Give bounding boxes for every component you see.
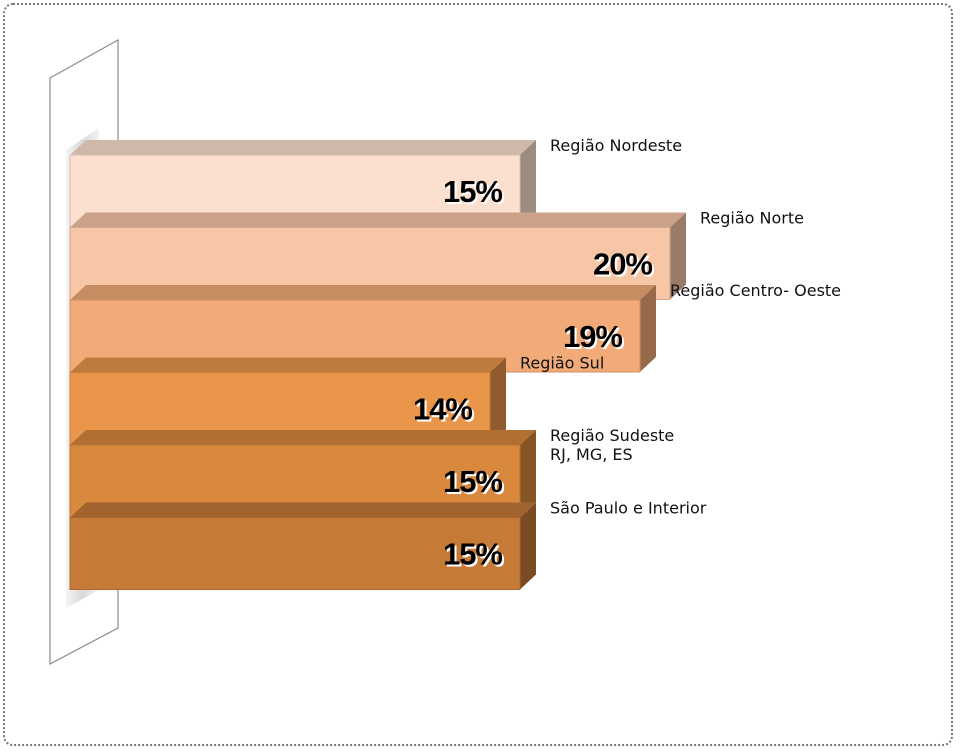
bar-top-face: [70, 212, 686, 228]
value-label: 15%: [443, 174, 502, 209]
category-label-line: Região Sul: [520, 354, 604, 373]
value-label: 15%: [443, 464, 502, 499]
category-label: São Paulo e Interior: [550, 499, 707, 518]
value-label-shadow: 15%: [445, 466, 504, 501]
bar-top-face: [70, 285, 656, 300]
category-label: Região Nordeste: [550, 136, 682, 155]
value-label-shadow: 15%: [445, 176, 504, 211]
chart-frame: [3, 3, 953, 746]
value-label: 19%: [563, 319, 622, 354]
category-label: Região Sul: [520, 354, 604, 373]
category-label: Região Centro- Oeste: [670, 281, 841, 300]
bar-top-face: [70, 430, 536, 445]
bar-side-face: [520, 502, 536, 590]
category-label-line: Região Sudeste: [550, 426, 674, 445]
category-label-line: Região Nordeste: [550, 136, 682, 155]
value-label-shadow: 20%: [595, 249, 654, 284]
value-label-shadow: 19%: [565, 321, 624, 356]
bar-side-face: [640, 285, 656, 372]
bars-layer: [69, 140, 686, 590]
category-label-line: Região Norte: [700, 209, 804, 228]
category-label: Região Norte: [700, 209, 804, 228]
bar-2: [69, 212, 686, 300]
bar-front-face: [69, 517, 521, 590]
category-label-line: São Paulo e Interior: [550, 499, 707, 518]
category-label-line: Região Centro- Oeste: [670, 281, 841, 300]
category-label: Região Sudeste RJ, MG, ES: [550, 426, 674, 464]
value-label-shadow: 15%: [445, 539, 504, 574]
value-label-shadow: 14%: [415, 394, 474, 429]
bar-top-face: [70, 357, 506, 373]
value-label: 20%: [593, 247, 652, 282]
value-label: 15%: [443, 537, 502, 572]
bar-side-face: [520, 430, 536, 517]
bar-top-face: [70, 140, 536, 155]
bar-top-face: [70, 502, 536, 518]
category-label-line: RJ, MG, ES: [550, 445, 633, 464]
bar-side-face: [490, 357, 506, 445]
value-label: 14%: [413, 392, 472, 427]
bar-6: [69, 502, 536, 590]
bar-side-face: [520, 140, 536, 227]
bar-side-face: [670, 212, 686, 300]
